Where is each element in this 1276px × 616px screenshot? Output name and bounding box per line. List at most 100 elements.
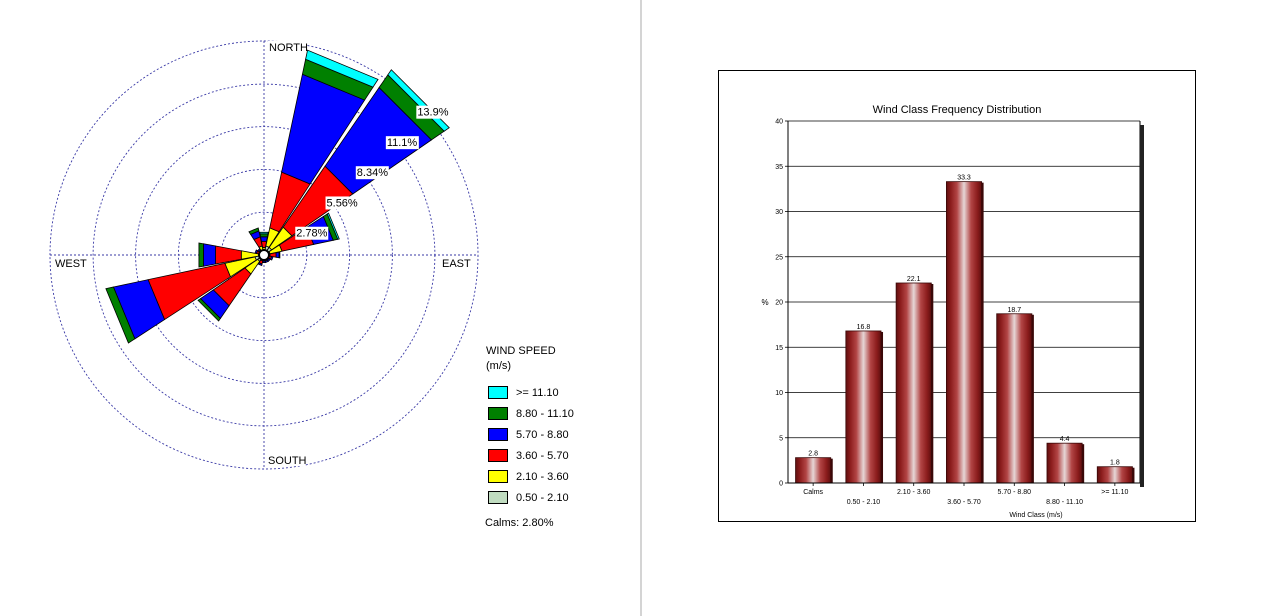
wind-rose-petal [278, 251, 281, 259]
x-category-label: Calms [803, 489, 823, 496]
bar-value-label: 18.7 [1007, 307, 1021, 314]
wind-rose-labels: NORTH SOUTH EAST WEST 2.78% 5.56% 8.34% 11.1% 13… [54, 41, 472, 467]
x-category-label: 5.70 - 8.80 [998, 489, 1032, 496]
wind-rose-petal [259, 231, 269, 235]
x-axis-label: Wind Class (m/s) [1009, 512, 1062, 519]
calms-label: Calms: 2.80% [485, 517, 554, 529]
ring-label-bg [355, 166, 389, 180]
wind-rose-petal [248, 227, 260, 235]
bar-value-label: 22.1 [907, 276, 921, 283]
y-tick-label: 5 [779, 435, 783, 442]
bar-chart-bars: 2.8 16.8 22.1 33.3 18.7 4.4 1.8 [795, 175, 1135, 484]
wind-rose-petal [197, 298, 221, 322]
legend-item: >= 11.10 [486, 386, 559, 407]
y-tick-label: 15 [775, 345, 783, 352]
wind-rose-rings [49, 40, 479, 470]
ring-label: 11.1% [387, 137, 418, 149]
y-tick-label: 10 [775, 390, 783, 397]
ring-label-bg [295, 226, 329, 240]
compass-label: SOUTH [268, 455, 307, 467]
legend-title: WIND SPEED [486, 345, 556, 357]
wind-rose-panel: NORTH SOUTH EAST WEST 2.78% 5.56% 8.34% 11.1% 13… [49, 0, 642, 616]
legend-swatch [488, 470, 508, 483]
x-category-label: 3.60 - 5.70 [947, 499, 981, 506]
bar-value-label: 16.8 [857, 324, 871, 331]
wind-rose-petal [203, 243, 216, 267]
bar-shadow [1082, 444, 1085, 483]
legend-swatch [488, 407, 508, 420]
calm-circle [258, 249, 270, 261]
wind-rose-petal [269, 256, 274, 261]
ring-label: 8.34% [357, 167, 388, 179]
legend-item: 5.70 - 8.80 [486, 428, 569, 449]
y-tick-label: 20 [775, 300, 783, 307]
ring-label: 2.78% [296, 228, 327, 240]
legend-item: 0.50 - 2.10 [486, 491, 569, 512]
bar-value-label: 4.4 [1060, 436, 1070, 443]
bar [996, 313, 1033, 484]
bar-shadow [881, 331, 884, 483]
x-category-label: >= 11.10 [1101, 489, 1128, 496]
ring-label-bg [325, 196, 359, 210]
x-category-label: 0.50 - 2.10 [847, 499, 881, 506]
wind-rose-petals [105, 49, 450, 344]
bar [1096, 466, 1133, 484]
legend-item: 8.80 - 11.10 [486, 407, 574, 428]
bar-value-label: 33.3 [957, 175, 971, 182]
wind-rose-petal [105, 286, 136, 344]
x-category-label: 8.80 - 11.10 [1046, 499, 1083, 506]
ring-label: 5.56% [327, 197, 358, 209]
compass-label-bg [441, 257, 472, 269]
legend-swatch [488, 428, 508, 441]
y-tick-label: 40 [775, 119, 783, 126]
wind-rose-petal [260, 236, 268, 242]
legend-label: 0.50 - 2.10 [516, 492, 569, 504]
bar [945, 181, 982, 484]
legend-label: 5.70 - 8.80 [516, 429, 569, 441]
wind-rose-petal [259, 233, 269, 238]
wind-class-bar-chart: Wind Class Frequency Distribution 2.8 16.… [761, 104, 1144, 519]
legend-label: 8.80 - 11.10 [516, 408, 574, 420]
compass-label: NORTH [269, 42, 308, 54]
wind-rose-petal [198, 242, 204, 268]
wind-rose-petal [326, 212, 340, 240]
bar-chart-frame [718, 70, 1196, 522]
bar [895, 282, 932, 484]
ring-label-bg [385, 136, 419, 150]
wind-rose-chart: NORTH SOUTH EAST WEST 2.78% 5.56% 8.34% 11.1% 13… [49, 40, 479, 470]
compass-label: WEST [55, 258, 87, 270]
y-axis-label: % [761, 298, 768, 307]
legend-swatch [488, 449, 508, 462]
bar [1046, 442, 1083, 484]
bar-shadow [1132, 467, 1135, 483]
bar-shadow [830, 458, 833, 483]
y-tick-label: 35 [775, 164, 783, 171]
ring-label: 13.9% [417, 107, 448, 119]
bar-shadow [931, 283, 934, 483]
legend-label: 3.60 - 5.70 [516, 450, 569, 462]
ring-label-bg [416, 105, 450, 119]
wind-rose-petal [254, 249, 259, 254]
bar-shadow [981, 182, 984, 483]
compass-label-bg [54, 257, 85, 269]
legend-swatch [488, 491, 508, 504]
compass-label-bg [268, 41, 306, 53]
bar [845, 330, 882, 484]
compass-label: EAST [442, 258, 471, 270]
wind-rose-petal [275, 251, 280, 259]
x-category-label: 2.10 - 3.60 [897, 489, 931, 496]
legend-item: 3.60 - 5.70 [486, 449, 569, 470]
legend-unit: (m/s) [486, 360, 512, 372]
frequency-panel: Wind Class Frequency Distribution 2.8 16.… [642, 0, 1276, 616]
frame-shadow [1140, 125, 1144, 487]
legend-label: >= 11.10 [516, 387, 559, 399]
bar [795, 457, 832, 484]
wind-speed-legend: WIND SPEED (m/s) >= 11.10 8.80 - 11.10 5… [486, 344, 574, 512]
legend-item: 2.10 - 3.60 [486, 470, 569, 491]
y-tick-label: 30 [775, 209, 783, 216]
y-tick-label: 0 [779, 481, 783, 488]
bar-shadow [1031, 314, 1034, 483]
bar-value-label: 2.8 [808, 451, 818, 458]
bar-chart-title: Wind Class Frequency Distribution [873, 104, 1042, 116]
wind-rose-petal [305, 49, 379, 88]
